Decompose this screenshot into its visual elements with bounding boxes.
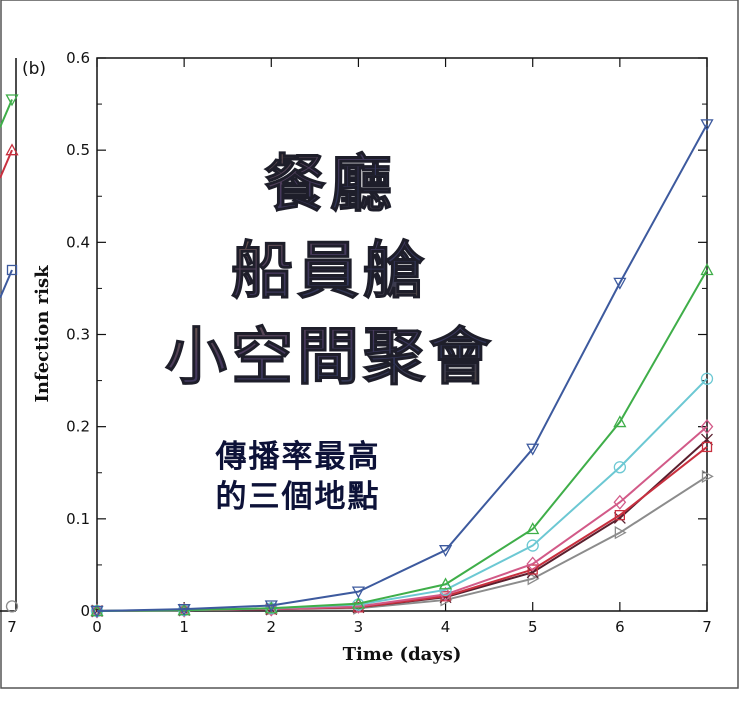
x-tick-label: 7 xyxy=(702,618,712,636)
y-tick-label: 0.4 xyxy=(66,233,90,251)
series-line xyxy=(96,378,708,612)
data-point-circle xyxy=(613,461,627,474)
data-point-triangle-down xyxy=(90,605,104,618)
data-point-square xyxy=(614,509,626,521)
data-point-triangle-up xyxy=(264,601,278,614)
panel-label: (b) xyxy=(22,59,46,79)
data-point-triangle-down xyxy=(351,586,366,599)
left-panel-series xyxy=(5,600,19,613)
x-axis-title: Time (days) xyxy=(343,644,462,665)
figure-border xyxy=(0,0,739,689)
subline-line-1: 傳播率最高 xyxy=(215,439,381,475)
x-tick-label: 1 xyxy=(179,618,189,636)
y-axis-title: Infection risk xyxy=(32,265,53,403)
headline-line-3: 小空間聚會 xyxy=(165,320,495,393)
y-tick-label: 0 xyxy=(80,602,90,620)
left-panel-series xyxy=(0,94,19,128)
data-point-triangle-down xyxy=(613,277,627,290)
x-tick-label: 4 xyxy=(441,618,451,636)
y-tick-label: 0.1 xyxy=(66,510,90,528)
y-tick-label: 0.6 xyxy=(66,49,90,67)
x-tick-label: 3 xyxy=(354,618,364,636)
series-group xyxy=(90,372,714,618)
series-line xyxy=(96,269,708,612)
left-panel-series-line xyxy=(0,99,13,128)
data-point-triangle-down xyxy=(264,600,278,613)
data-point-triangle-down xyxy=(526,443,540,456)
headline-line-1: 餐廳 xyxy=(264,147,396,220)
data-point-square xyxy=(701,441,713,453)
data-point-triangle-up xyxy=(5,143,19,156)
series-group xyxy=(90,263,714,617)
series-line xyxy=(96,475,708,612)
headline-line-2: 船員艙 xyxy=(231,234,429,307)
data-point-diamond xyxy=(613,494,627,510)
data-point-cross xyxy=(526,566,539,579)
data-point-cross xyxy=(701,433,713,446)
x-tick-label: 2 xyxy=(267,618,277,636)
data-point-diamond xyxy=(526,556,540,572)
data-point-diamond xyxy=(700,419,714,435)
data-point-circle xyxy=(5,600,19,613)
y-axis: 0 0.1 0.2 0.3 0.4 0.5 0.6 xyxy=(66,49,707,620)
plot-area xyxy=(90,119,714,619)
data-point-triangle-right xyxy=(701,469,714,484)
left-panel-series xyxy=(0,143,19,179)
data-point-diamond xyxy=(264,601,278,617)
x-tick-label: 5 xyxy=(528,618,538,636)
data-point-triangle-down xyxy=(438,545,453,558)
y-tick-label: 0.5 xyxy=(66,141,90,159)
data-point-circle xyxy=(526,539,539,552)
y-tick-label: 0.2 xyxy=(66,418,90,436)
y-tick-label: 0.3 xyxy=(66,326,90,344)
data-point-square xyxy=(6,264,18,276)
data-point-triangle-up xyxy=(351,596,366,609)
data-point-diamond xyxy=(439,586,452,602)
data-point-triangle-down xyxy=(700,119,714,132)
overlay-subline: 傳播率最高 的三個地點 xyxy=(212,437,381,518)
data-point-triangle-down xyxy=(177,604,191,617)
data-point-triangle-up xyxy=(700,263,714,276)
data-point-triangle-right xyxy=(527,572,540,586)
subline-line-2: 的三個地點 xyxy=(216,479,381,515)
left-panel-x-tick: 7 xyxy=(7,618,17,636)
left-panel-series xyxy=(0,264,18,299)
data-point-triangle-up xyxy=(613,415,627,428)
x-tick-label: 6 xyxy=(615,618,625,636)
data-point-triangle-down xyxy=(5,94,19,107)
data-point-triangle-up xyxy=(526,522,540,535)
series-line xyxy=(96,438,708,612)
data-point-triangle-up xyxy=(438,577,453,590)
series-line xyxy=(96,123,708,612)
overlay-headline: 餐廳 船員艙 小空間聚會 xyxy=(164,147,495,394)
data-point-cross xyxy=(613,511,626,524)
left-panel-fragment: 7 xyxy=(0,58,19,636)
data-point-triangle-right xyxy=(614,526,627,540)
x-tick-label: 0 xyxy=(92,618,102,636)
data-point-circle xyxy=(700,372,714,385)
series-group xyxy=(90,119,714,618)
